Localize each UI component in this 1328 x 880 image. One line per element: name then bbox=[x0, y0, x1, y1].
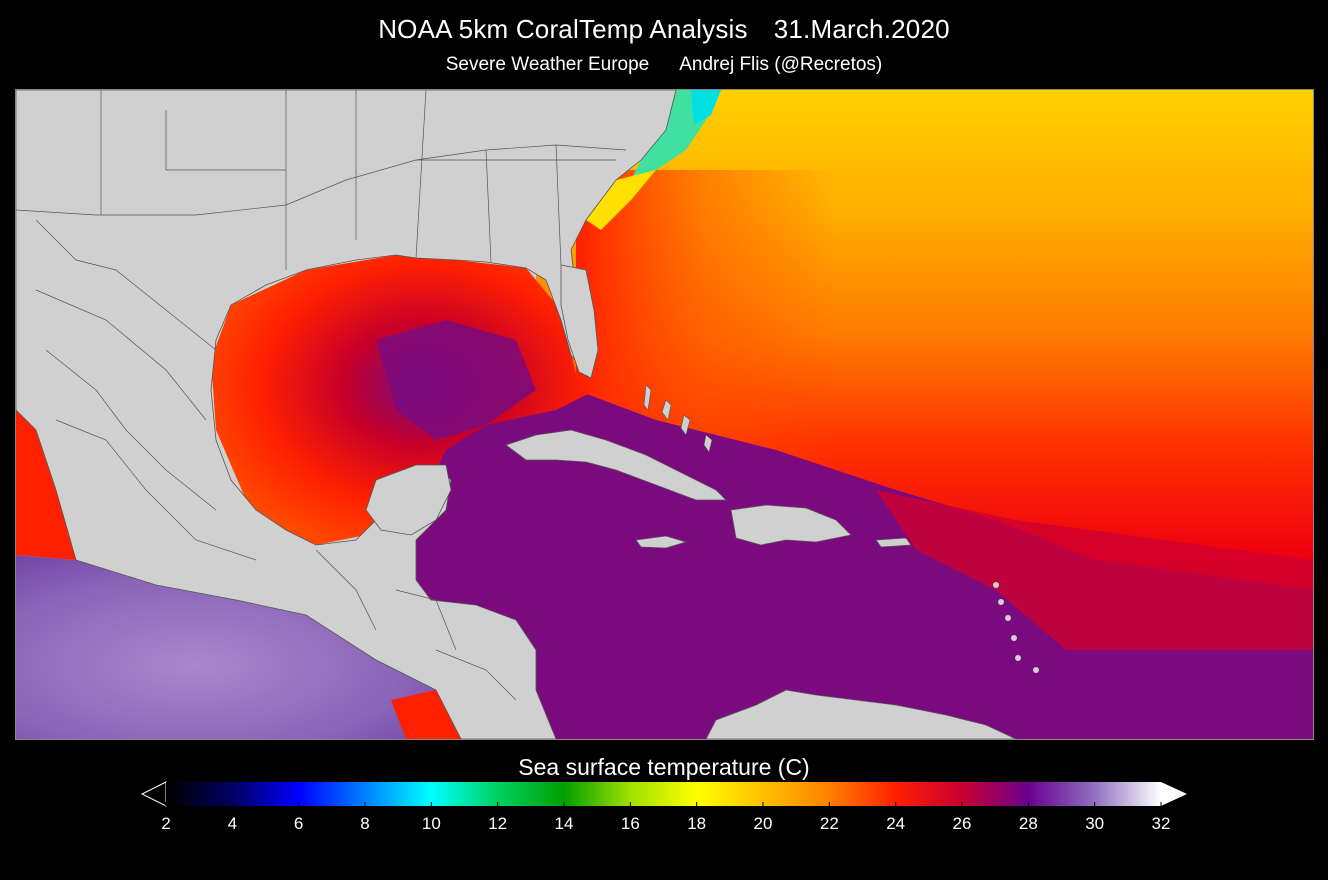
colorbar-tick-label: 10 bbox=[421, 814, 441, 833]
figure-title: NOAA 5km CoralTemp Analysis 31.March.2020 bbox=[0, 14, 1328, 45]
pacific-panama-red bbox=[391, 690, 461, 739]
colorbar-ticks bbox=[165, 802, 1162, 806]
colorbar-tick-label: 20 bbox=[753, 814, 773, 833]
colorbar-tick-label: 18 bbox=[687, 814, 707, 833]
figure-subtitle: Severe Weather Europe Andrej Flis (@Recre… bbox=[0, 54, 1328, 76]
cuba-land bbox=[505, 429, 727, 501]
colorbar-ramp bbox=[166, 782, 1161, 806]
sst-map-canvas bbox=[16, 90, 1313, 739]
cold-sound-water bbox=[691, 90, 721, 125]
colorbar-label: Sea surface temperature (C) bbox=[518, 754, 810, 780]
colorbar-tick-label: 32 bbox=[1151, 814, 1171, 833]
colorbar-tick-label: 8 bbox=[360, 814, 370, 833]
caribbean-east-red bbox=[876, 490, 1313, 650]
colorbar-tick-label: 26 bbox=[952, 814, 972, 833]
sst-map bbox=[15, 89, 1314, 740]
florida-land bbox=[560, 264, 599, 379]
north-america-land bbox=[16, 90, 677, 739]
colorbar-tick-label: 22 bbox=[819, 814, 839, 833]
lesser-antilles bbox=[993, 582, 1039, 673]
title-text: NOAA 5km CoralTemp Analysis bbox=[378, 14, 748, 44]
source-credit: Severe Weather Europe bbox=[445, 54, 650, 75]
colorbar-tick-label: 4 bbox=[227, 814, 238, 833]
colorbar-tick-label: 6 bbox=[293, 814, 304, 833]
colorbar-tick-label: 28 bbox=[1018, 814, 1038, 833]
colorbar-max-arrow bbox=[1161, 782, 1187, 806]
hispaniola-land bbox=[730, 504, 852, 546]
colorbar-tick-label: 24 bbox=[886, 814, 906, 833]
south-america-land bbox=[705, 689, 1017, 739]
bahamas-land bbox=[643, 384, 713, 453]
cool-shelf-water bbox=[586, 170, 656, 230]
loop-current bbox=[376, 320, 536, 440]
colorbar-tick-label: 2 bbox=[161, 814, 171, 833]
political-borders bbox=[16, 90, 627, 701]
colorbar-tick-label: 12 bbox=[488, 814, 508, 833]
author-credit: Andrej Flis (@Recretos) bbox=[679, 54, 883, 75]
colorbar bbox=[140, 781, 1187, 807]
eastern-pacific bbox=[16, 555, 461, 739]
caribbean-sea bbox=[406, 390, 1313, 739]
colorbar-tick-label: 16 bbox=[620, 814, 640, 833]
colorbar-tick-label: 30 bbox=[1085, 814, 1105, 833]
colorbar-tick-label: 14 bbox=[554, 814, 574, 833]
title-date: 31.March.2020 bbox=[773, 14, 950, 44]
jamaica-land bbox=[635, 535, 688, 549]
colorbar-min-arrow bbox=[140, 781, 167, 807]
pacific-coastal-red bbox=[16, 410, 136, 560]
puerto-rico-land bbox=[875, 537, 912, 548]
yucatan-land bbox=[365, 464, 452, 536]
